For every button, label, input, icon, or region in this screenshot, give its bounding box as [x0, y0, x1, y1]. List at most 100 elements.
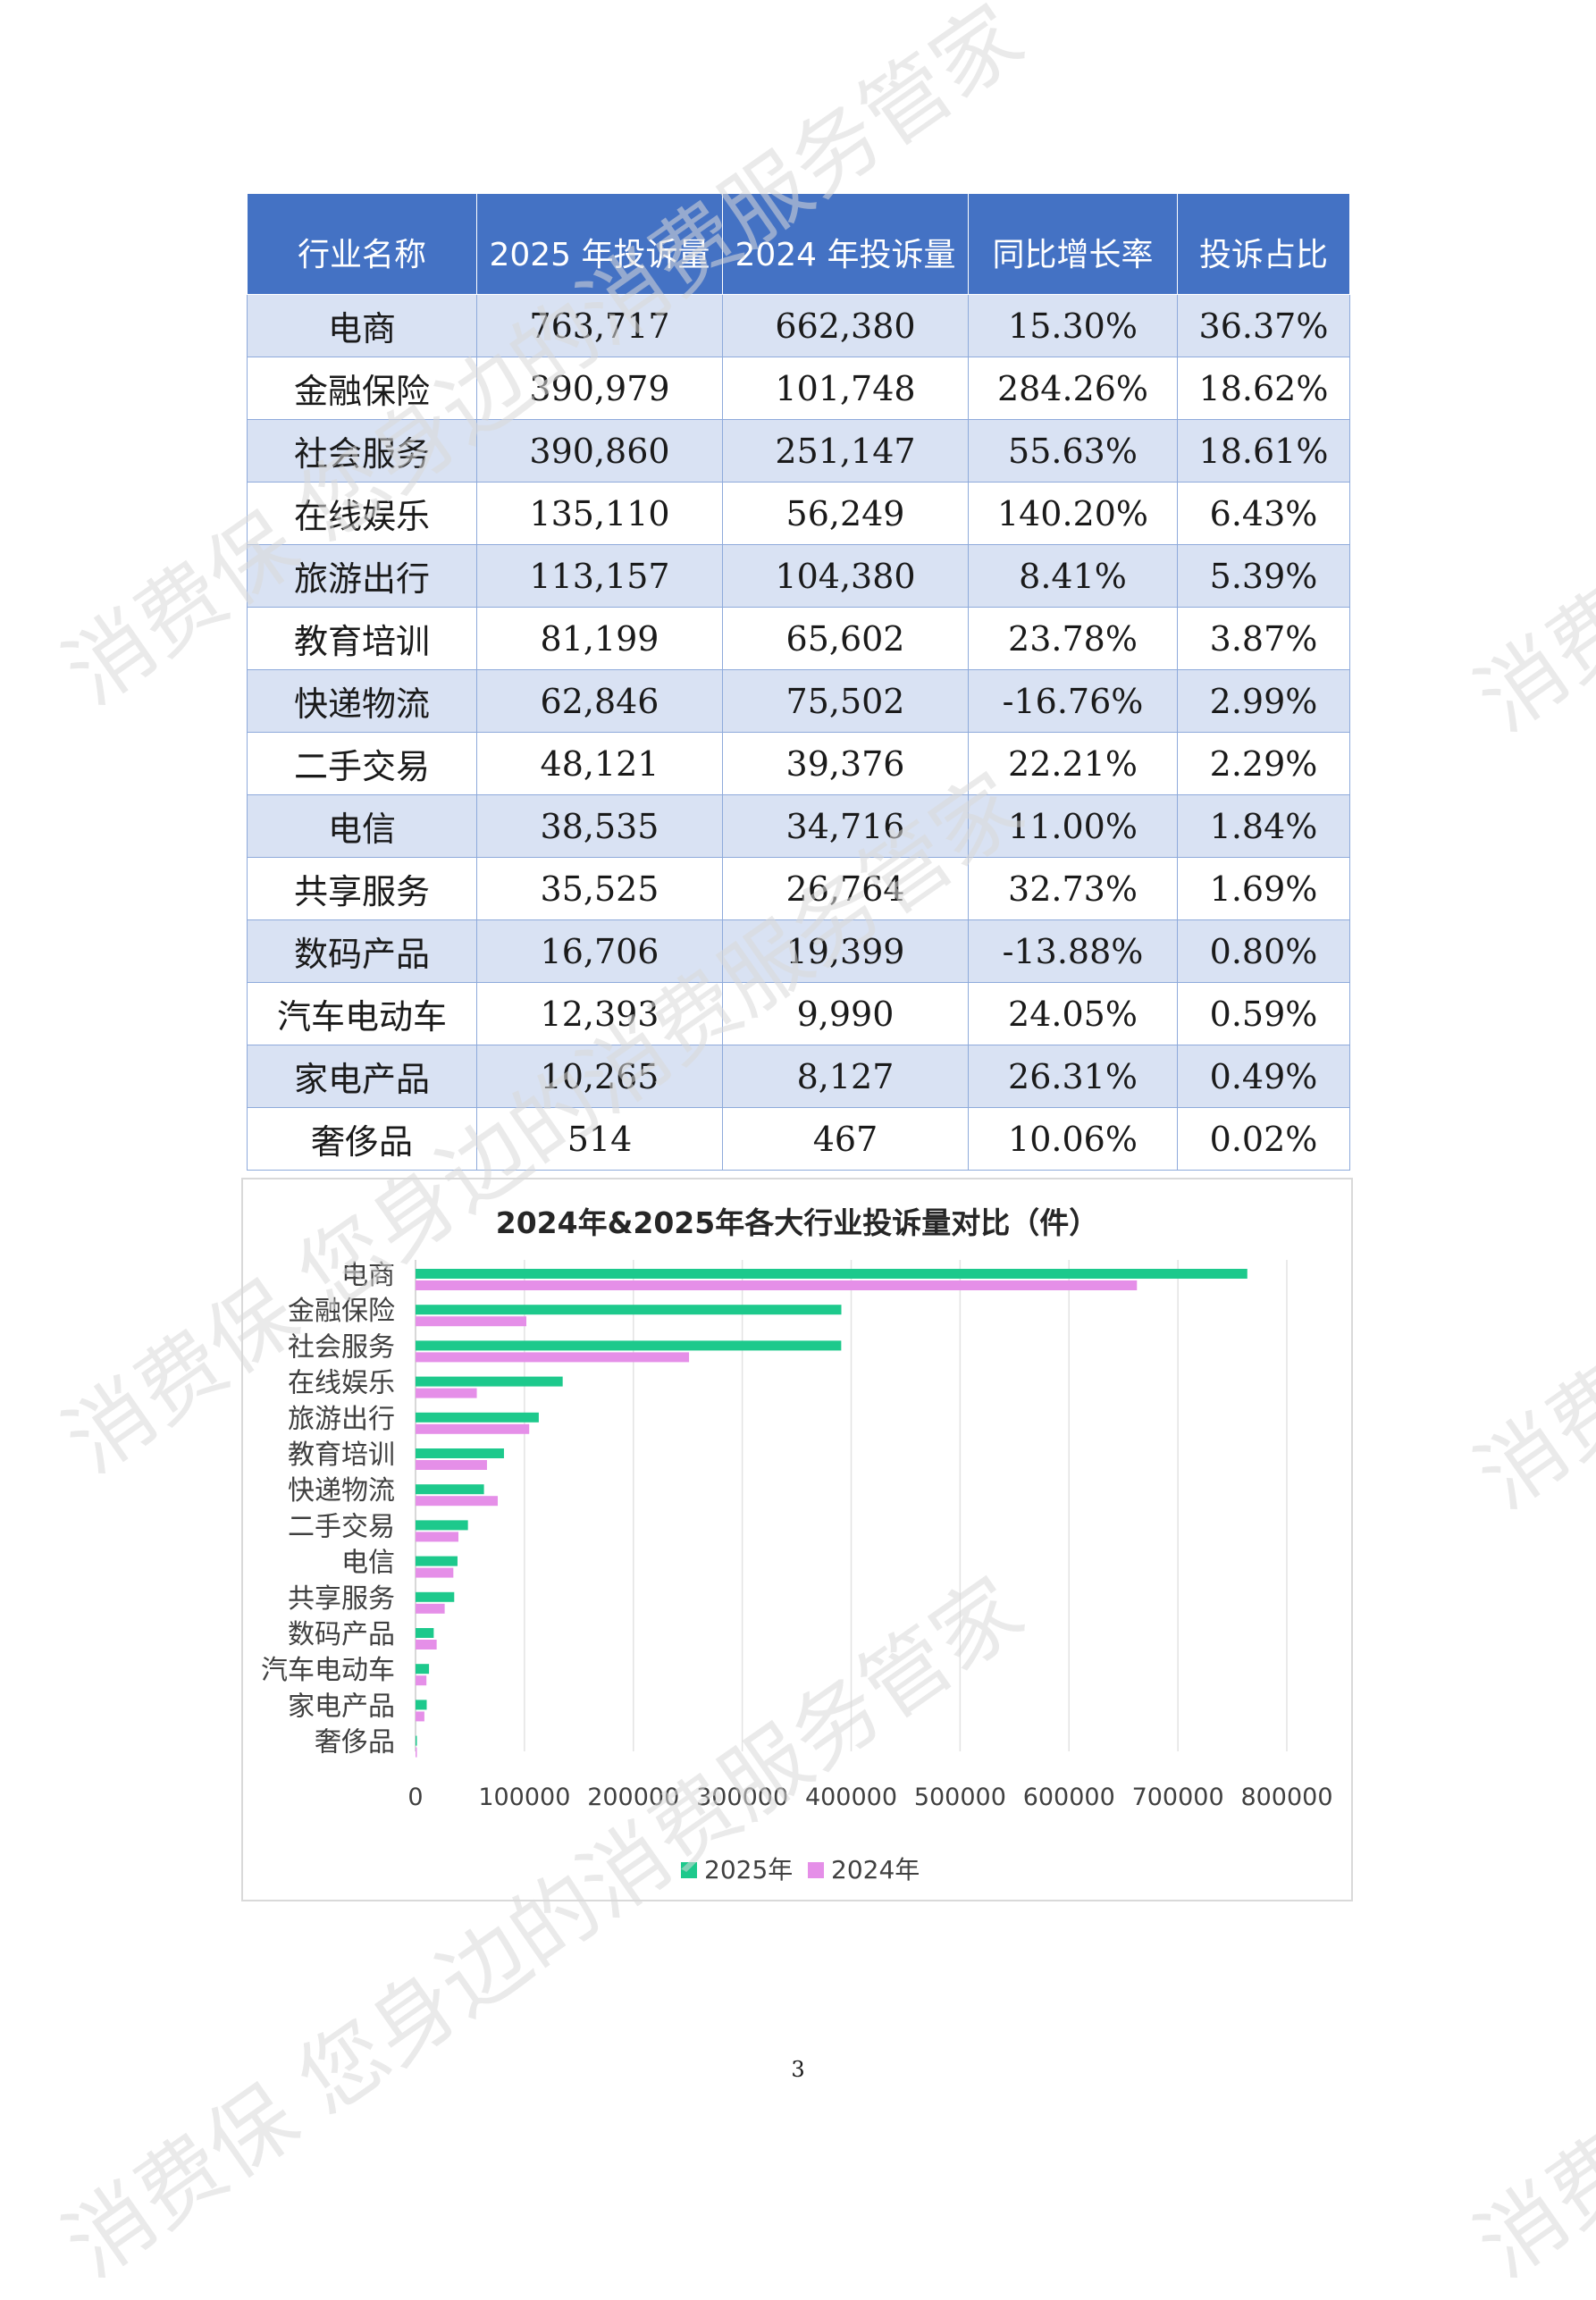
- table-row: 奢侈品 514 467 10.06% 0.02%: [247, 1107, 1350, 1171]
- cell-count-2024: 467: [722, 1107, 969, 1171]
- category-label: 快递物流: [288, 1475, 395, 1507]
- cell-count-2025: 135,110: [476, 482, 723, 545]
- bar-2024: [416, 1532, 458, 1542]
- category-label: 旅游出行: [288, 1404, 395, 1435]
- cell-industry: 二手交易: [247, 732, 477, 795]
- bar-2024: [416, 1711, 424, 1722]
- x-tick-label: 800000: [1240, 1784, 1332, 1811]
- legend-swatch: [808, 1862, 824, 1878]
- x-tick-label: 700000: [1132, 1784, 1224, 1811]
- cell-count-2024: 9,990: [722, 982, 969, 1045]
- cell-share: 0.02%: [1177, 1107, 1350, 1171]
- bar-2025: [416, 1628, 434, 1638]
- cell-count-2024: 75,502: [722, 669, 969, 733]
- category-label: 电商: [341, 1260, 395, 1291]
- cell-growth-rate: 15.30%: [968, 294, 1178, 357]
- watermark-right-1: 消费保: [1458, 520, 1596, 751]
- bar-2025: [416, 1448, 504, 1458]
- bar-2024: [416, 1352, 690, 1363]
- cell-growth-rate: 284.26%: [968, 357, 1178, 420]
- cell-growth-rate: 140.20%: [968, 482, 1178, 545]
- bar-2024: [416, 1496, 499, 1507]
- category-label: 家电产品: [288, 1691, 395, 1722]
- table-row: 教育培训 81,199 65,602 23.78% 3.87%: [247, 607, 1350, 670]
- cell-count-2024: 662,380: [722, 294, 969, 357]
- cell-growth-rate: -13.88%: [968, 919, 1178, 983]
- cell-industry: 在线娱乐: [247, 482, 477, 545]
- cell-industry: 奢侈品: [247, 1107, 477, 1171]
- header-share: 投诉占比: [1177, 193, 1350, 295]
- bar-2025: [416, 1340, 842, 1351]
- table-header-row: 行业名称 2025 年投诉量 2024 年投诉量 同比增长率 投诉占比: [247, 193, 1350, 295]
- cell-count-2024: 56,249: [722, 482, 969, 545]
- header-growth: 同比增长率: [968, 193, 1178, 295]
- cell-count-2025: 38,535: [476, 794, 723, 858]
- bar-2024: [416, 1675, 427, 1686]
- cell-count-2025: 390,860: [476, 419, 723, 483]
- cell-growth-rate: 55.63%: [968, 419, 1178, 483]
- chart-title: 2024年&2025年各大行业投诉量对比（件）: [496, 1205, 1098, 1240]
- cell-industry: 数码产品: [247, 919, 477, 983]
- cell-growth-rate: 11.00%: [968, 794, 1178, 858]
- cell-growth-rate: -16.76%: [968, 669, 1178, 733]
- table-row: 数码产品 16,706 19,399 -13.88% 0.80%: [247, 919, 1350, 983]
- cell-share: 3.87%: [1177, 607, 1350, 670]
- category-label: 教育培训: [288, 1440, 395, 1471]
- bar-2024: [416, 1640, 437, 1649]
- legend-swatch: [681, 1862, 697, 1878]
- bar-2024: [416, 1603, 445, 1614]
- category-label: 共享服务: [288, 1583, 395, 1615]
- table-row: 金融保险 390,979 101,748 284.26% 18.62%: [247, 357, 1350, 420]
- cell-count-2025: 12,393: [476, 982, 723, 1045]
- x-tick-label: 0: [407, 1784, 423, 1811]
- table-row: 二手交易 48,121 39,376 22.21% 2.29%: [247, 732, 1350, 795]
- cell-count-2024: 26,764: [722, 857, 969, 920]
- cell-share: 0.59%: [1177, 982, 1350, 1045]
- cell-count-2024: 19,399: [722, 919, 969, 983]
- cell-growth-rate: 23.78%: [968, 607, 1178, 670]
- bar-2025: [416, 1556, 458, 1566]
- table-row: 电商 763,717 662,380 15.30% 36.37%: [247, 294, 1350, 357]
- cell-share: 0.80%: [1177, 919, 1350, 983]
- bar-chart-svg: 2024年&2025年各大行业投诉量对比（件） 0 100000 200000 300…: [261, 1205, 1333, 1884]
- cell-industry: 共享服务: [247, 857, 477, 920]
- cell-industry: 电信: [247, 794, 477, 858]
- cell-count-2024: 34,716: [722, 794, 969, 858]
- table-row: 家电产品 10,265 8,127 26.31% 0.49%: [247, 1045, 1350, 1108]
- cell-share: 2.99%: [1177, 669, 1350, 733]
- category-label: 金融保险: [288, 1296, 395, 1327]
- bar-2024: [416, 1423, 530, 1434]
- cell-count-2024: 65,602: [722, 607, 969, 670]
- bar-2024: [416, 1388, 477, 1398]
- cell-growth-rate: 10.06%: [968, 1107, 1178, 1171]
- cell-count-2025: 62,846: [476, 669, 723, 733]
- cell-share: 2.29%: [1177, 732, 1350, 795]
- x-tick-label: 200000: [587, 1784, 679, 1811]
- cell-industry: 快递物流: [247, 669, 477, 733]
- category-label: 社会服务: [288, 1331, 395, 1363]
- header-industry: 行业名称: [247, 193, 477, 295]
- legend-label: 2024年: [831, 1855, 920, 1884]
- cell-share: 5.39%: [1177, 544, 1350, 608]
- bar-2024: [416, 1567, 454, 1578]
- table-row: 社会服务 390,860 251,147 55.63% 18.61%: [247, 419, 1350, 483]
- cell-count-2025: 514: [476, 1107, 723, 1171]
- cell-growth-rate: 26.31%: [968, 1045, 1178, 1108]
- cell-count-2025: 10,265: [476, 1045, 723, 1108]
- cell-growth-rate: 24.05%: [968, 982, 1178, 1045]
- x-tick-label: 500000: [914, 1784, 1006, 1811]
- cell-share: 18.61%: [1177, 419, 1350, 483]
- cell-industry: 电商: [247, 294, 477, 357]
- bar-2024: [416, 1316, 527, 1327]
- bar-2025: [416, 1376, 563, 1387]
- bar-2025: [416, 1700, 427, 1710]
- cell-count-2024: 8,127: [722, 1045, 969, 1108]
- bar-2025: [416, 1735, 417, 1746]
- cell-growth-rate: 22.21%: [968, 732, 1178, 795]
- table-row: 在线娱乐 135,110 56,249 140.20% 6.43%: [247, 482, 1350, 545]
- cell-industry: 社会服务: [247, 419, 477, 483]
- cell-count-2025: 390,979: [476, 357, 723, 420]
- cell-share: 36.37%: [1177, 294, 1350, 357]
- header-2025: 2025 年投诉量: [476, 193, 723, 295]
- category-label: 二手交易: [288, 1511, 395, 1542]
